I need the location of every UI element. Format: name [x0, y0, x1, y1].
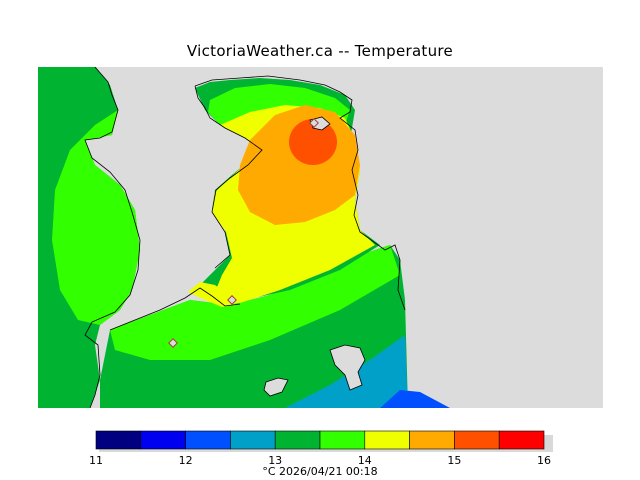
colorbar-swatch: [454, 430, 500, 450]
colorbar-swatch: [319, 430, 366, 450]
station-marker: [309, 118, 319, 128]
colorbar-tick-label: 13: [268, 454, 283, 467]
colorbar-tick-label: 15: [447, 454, 462, 467]
colorbar-tick-label: 16: [537, 454, 551, 467]
coastline-south: [109, 287, 241, 331]
station-marker: [168, 338, 178, 348]
colorbar-swatch: [140, 430, 186, 450]
coastline: [84, 67, 141, 408]
island-2: [263, 377, 289, 397]
colorbar-swatch: [498, 430, 545, 450]
colorbar-swatch: [95, 430, 142, 450]
warm-core-red: [289, 119, 337, 165]
colorbar-swatch: [185, 430, 231, 450]
colorbar-swatch: [364, 430, 410, 450]
map-title: VictoriaWeather.ca -- Temperature: [186, 42, 454, 60]
colorbar-tick-label: 14: [357, 454, 372, 467]
station-markers: [168, 118, 319, 348]
southeast-blue: [285, 335, 408, 408]
colorbar-tick-label: 12: [178, 454, 193, 467]
coastline-inlet: [194, 75, 406, 311]
west-sea-lightgreen: [52, 110, 140, 325]
colorbar-swatch: [409, 430, 455, 450]
colorbar-swatch: [274, 430, 321, 450]
colorbar-caption: °C 2026/04/21 00:18: [262, 465, 378, 478]
colorbar-tick-label: 11: [89, 454, 103, 467]
southeast-deepblue: [380, 390, 450, 408]
station-marker: [227, 295, 237, 305]
colorbar-swatch: [230, 430, 276, 450]
island-1: [329, 344, 366, 391]
